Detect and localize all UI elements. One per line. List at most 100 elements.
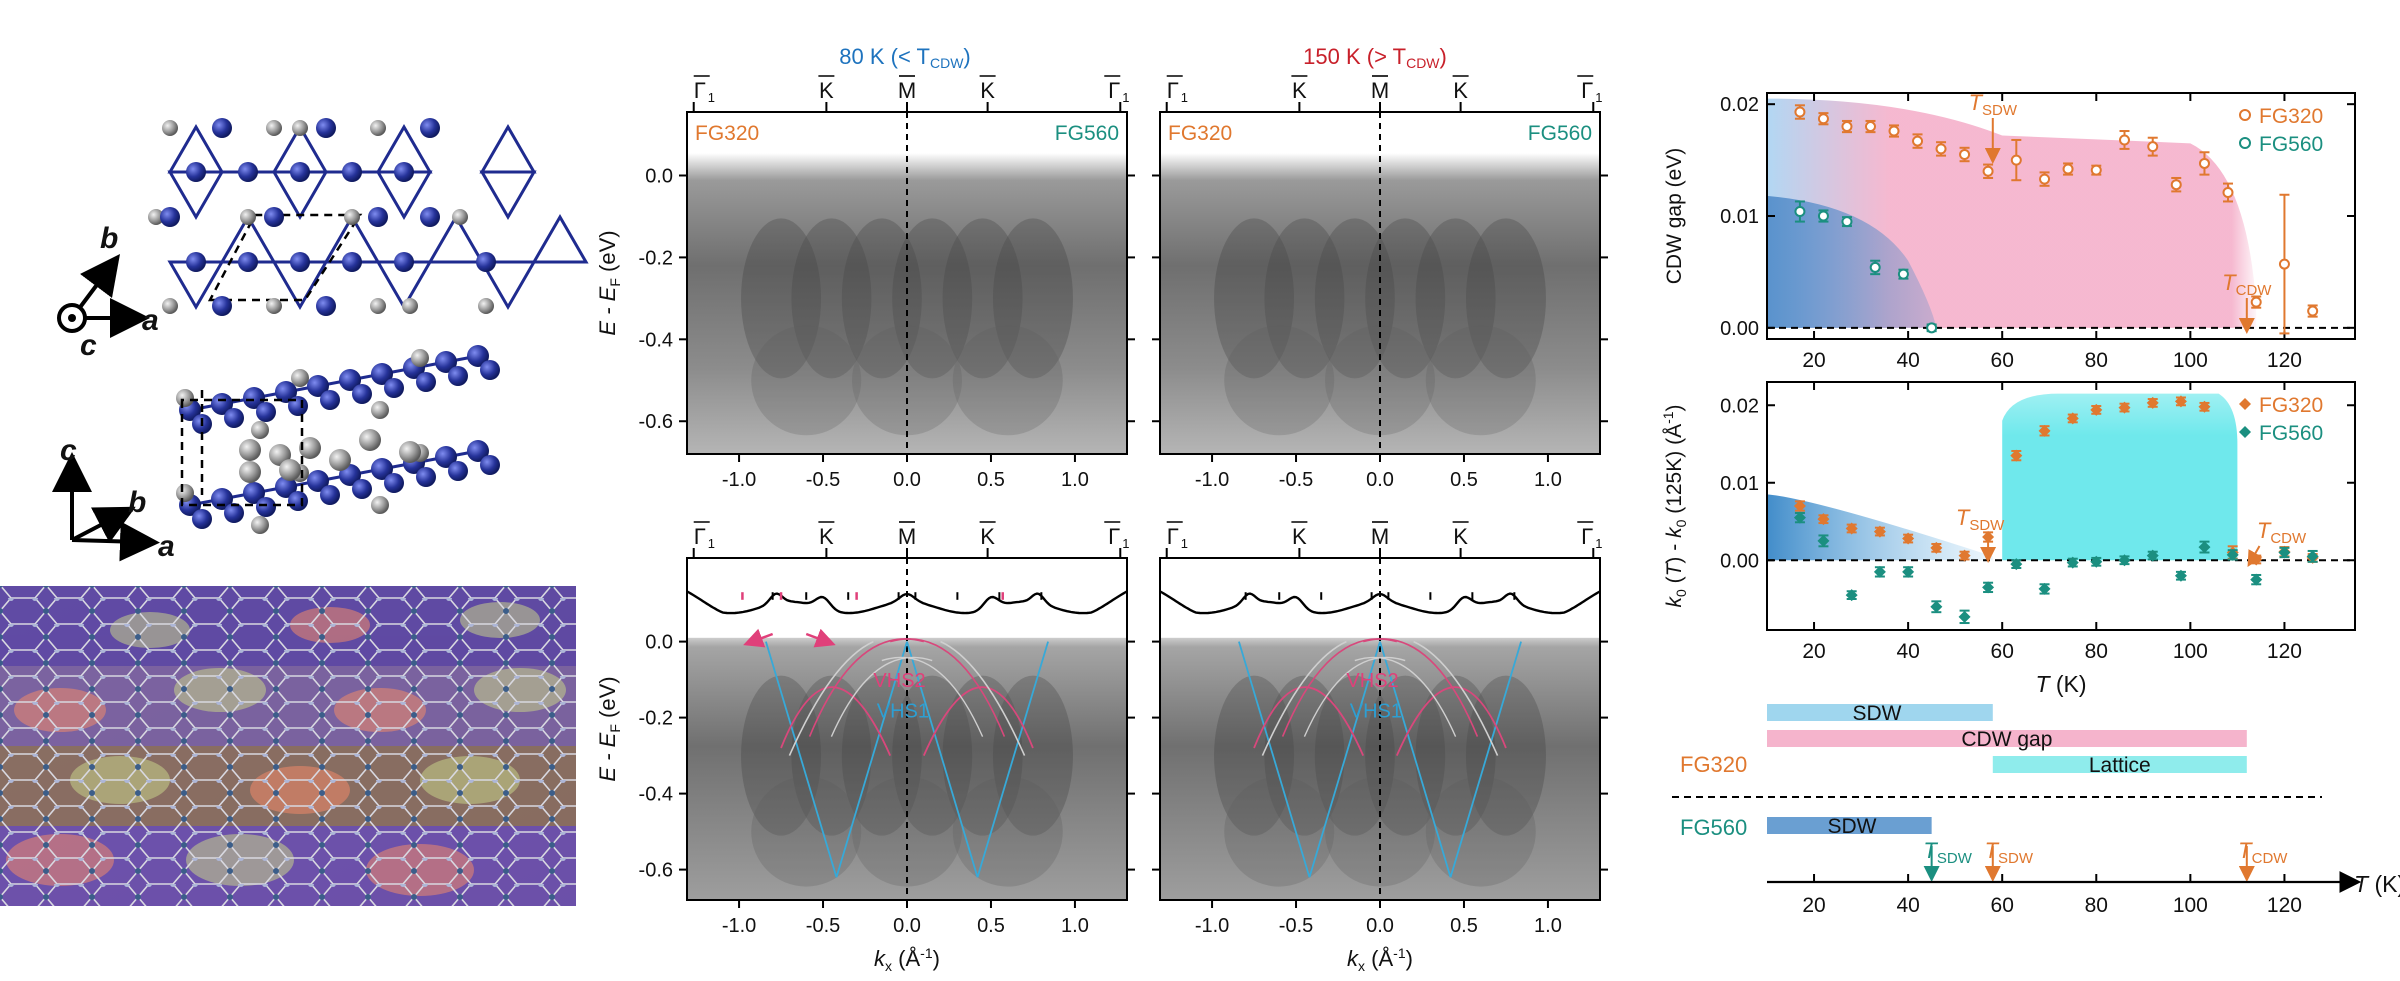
kagome-atom <box>160 207 180 227</box>
kagome-atom <box>480 360 500 380</box>
data-point <box>1982 581 1995 594</box>
vhs1-label: VHS1 <box>1350 701 1402 723</box>
x-tick-label: 100 <box>2173 640 2208 663</box>
ge-atom <box>251 421 269 439</box>
ge-atom <box>452 209 468 225</box>
x-tick-label: -1.0 <box>722 469 756 491</box>
band-blob <box>1465 218 1546 379</box>
x-tick-label: 0.5 <box>1450 469 1478 491</box>
kagome-atom <box>224 503 244 523</box>
kagome-atom <box>264 207 284 227</box>
kagome-atom <box>316 118 336 138</box>
data-point <box>2198 541 2211 554</box>
kagome-atom <box>256 497 276 517</box>
kagome-atom <box>420 207 440 227</box>
edc-curve <box>686 590 1128 615</box>
x-tick-label: 20 <box>1802 349 1825 372</box>
kagome-atom <box>467 440 489 462</box>
data-point <box>2174 395 2187 408</box>
high-symmetry-sub: 1 <box>1595 536 1602 551</box>
band-texture <box>1214 218 1546 436</box>
high-symmetry-label: K <box>1292 524 1307 549</box>
band-texture <box>741 218 1073 436</box>
data-point <box>1793 500 1806 512</box>
data-point <box>2278 258 2290 270</box>
kagome-atom <box>316 296 336 316</box>
x-tick-label: 0.5 <box>977 915 1005 937</box>
band-blob <box>892 218 973 379</box>
data-point <box>1873 565 1886 578</box>
data-point <box>1888 125 1900 137</box>
x-tick-label: 60 <box>1991 640 2014 663</box>
phase-bar-label: Lattice <box>2089 754 2151 777</box>
vhs2-label: VHS2 <box>873 670 925 692</box>
data-point <box>1902 565 1915 578</box>
high-symmetry-label: Γ <box>1581 78 1593 103</box>
y-tick-label: 0.02 <box>1720 94 1759 116</box>
other-band <box>1413 640 1499 756</box>
kagome-atom <box>342 162 362 182</box>
data-point <box>2090 403 2103 416</box>
band-blob <box>1214 218 1295 379</box>
vhs2-band <box>1253 686 1365 756</box>
crystal-structure-side-view <box>176 345 500 534</box>
y-tick-label: -0.2 <box>639 708 673 730</box>
kagome-atom <box>238 162 258 182</box>
vhs1-band <box>1379 641 1452 878</box>
data-point <box>2226 548 2239 561</box>
kagome-atom <box>416 467 436 487</box>
vhs1-band <box>976 641 1049 878</box>
other-band <box>1354 656 1457 737</box>
high-symmetry-label: Γ <box>694 524 706 549</box>
vhs1-band <box>1238 641 1311 878</box>
data-point <box>1912 135 1924 147</box>
ge-atom <box>478 298 494 314</box>
data-point <box>2250 296 2262 308</box>
cdw-gap-chart: 20 40 60 80 100 120 0.00 0.01 0.02 FG320 FG560 TSDW… <box>1663 90 2356 372</box>
data-point <box>1817 534 1830 547</box>
band-blob <box>1314 218 1395 379</box>
x-tick-label: 100 <box>2173 349 2208 372</box>
panel-label-right: FG560 <box>1528 122 1592 145</box>
kagome-atom <box>384 473 404 493</box>
data-point <box>1935 143 1947 155</box>
other-band <box>1303 656 1406 737</box>
k0-shift-chart: 20 40 60 80 100 120 0.00 0.01 0.02 FG320 FG560 TSDW… <box>1660 381 2356 697</box>
x-tick-label: 0.0 <box>893 915 921 937</box>
data-point <box>1926 322 1938 334</box>
ge-atom <box>359 429 381 451</box>
other-band <box>830 656 933 737</box>
x-tick-label: 1.0 <box>1534 469 1562 491</box>
data-point <box>2062 163 2074 175</box>
kagome-atom <box>192 509 212 529</box>
band-blob <box>741 675 822 836</box>
data-point <box>1793 511 1806 524</box>
data-point <box>1958 549 1971 562</box>
vhs2-band <box>922 686 1034 756</box>
ge-atom <box>239 461 261 483</box>
kagome-atom <box>224 408 244 428</box>
band-blob <box>1365 218 1446 379</box>
data-point <box>1873 525 1886 538</box>
kagome-atom <box>476 252 496 272</box>
x-axis-label: kx (Å-1) <box>1347 945 1413 974</box>
vhs-arrow <box>743 628 774 648</box>
edc-curve <box>1159 590 1601 615</box>
kagome-atom <box>275 476 297 498</box>
x-tick-label: -0.5 <box>806 469 840 491</box>
plot-frame <box>1766 381 2356 631</box>
kagome-atom <box>186 252 206 272</box>
legend-label: FG560 <box>2259 422 2323 445</box>
band-texture <box>741 675 1073 887</box>
band-blob <box>751 325 862 436</box>
legend-label: FG560 <box>2259 133 2323 156</box>
data-point <box>2278 546 2291 559</box>
group-label-fg320: FG320 <box>1680 752 1747 777</box>
kagome-atom <box>352 384 372 404</box>
y-tick-label: 0.0 <box>645 165 673 187</box>
data-point <box>2039 173 2051 185</box>
kagome-atom <box>256 402 276 422</box>
data-point <box>1930 600 1943 613</box>
x-tick-label: 120 <box>2267 894 2302 917</box>
